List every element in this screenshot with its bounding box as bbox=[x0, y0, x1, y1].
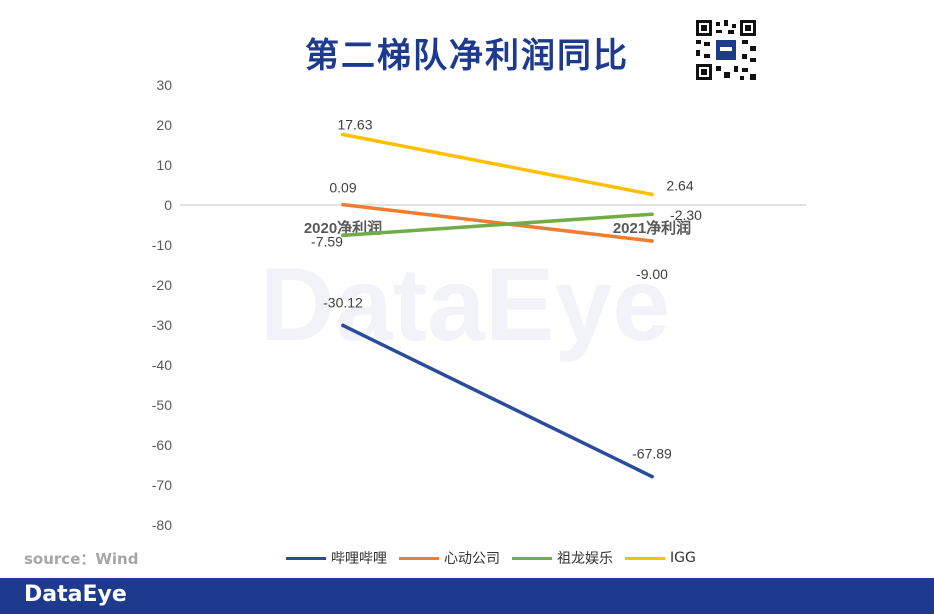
legend-label: IGG bbox=[670, 550, 696, 566]
y-tick-label: 30 bbox=[156, 77, 172, 93]
data-label: 17.63 bbox=[337, 116, 372, 132]
y-tick-label: -50 bbox=[152, 397, 172, 413]
x-category-label: 2021净利润 bbox=[613, 219, 691, 237]
y-tick-label: -20 bbox=[152, 277, 172, 293]
data-point bbox=[650, 239, 654, 243]
y-tick-label: 0 bbox=[164, 197, 172, 213]
data-point bbox=[650, 474, 654, 479]
legend-label: 哔哩哔哩 bbox=[331, 551, 387, 567]
legend-label: 祖龙娱乐 bbox=[557, 551, 613, 567]
data-label: 0.09 bbox=[329, 180, 356, 196]
data-label: -67.89 bbox=[632, 446, 672, 462]
data-point bbox=[341, 233, 345, 238]
data-point bbox=[341, 202, 345, 207]
data-point bbox=[650, 212, 654, 216]
legend-label: 心动公司 bbox=[444, 551, 500, 567]
data-point bbox=[650, 192, 654, 197]
qr-code-icon bbox=[694, 18, 758, 82]
data-label: -2.30 bbox=[670, 207, 702, 223]
legend: 哔哩哔哩 心动公司 祖龙娱乐 IGG bbox=[286, 548, 708, 568]
chart-title: 第二梯队净利润同比 bbox=[305, 36, 629, 76]
watermark-text: DataEye bbox=[260, 247, 670, 363]
data-label: -9.00 bbox=[636, 266, 668, 282]
series-line-4 bbox=[341, 132, 654, 197]
legend-swatch bbox=[512, 556, 552, 560]
footer-logo: DataEye bbox=[24, 582, 127, 607]
legend-item: 哔哩哔哩 bbox=[286, 548, 387, 568]
y-tick-label: -60 bbox=[152, 437, 172, 453]
y-tick-label: -10 bbox=[152, 237, 172, 253]
y-tick-label: 10 bbox=[156, 157, 172, 173]
data-label: -30.12 bbox=[323, 294, 363, 310]
series-line-3 bbox=[341, 212, 654, 238]
legend-swatch bbox=[286, 556, 326, 560]
y-tick-label: -80 bbox=[152, 517, 172, 533]
data-label: 2.64 bbox=[666, 177, 693, 193]
legend-swatch bbox=[399, 556, 439, 560]
data-point bbox=[341, 132, 345, 137]
legend-item: 心动公司 bbox=[399, 548, 500, 568]
legend-item: IGG bbox=[625, 550, 696, 566]
legend-swatch bbox=[625, 556, 665, 560]
data-point bbox=[341, 323, 345, 328]
y-tick-label: 20 bbox=[156, 117, 172, 133]
y-tick-label: -40 bbox=[152, 357, 172, 373]
series-line-1 bbox=[341, 323, 654, 479]
y-tick-label: -70 bbox=[152, 477, 172, 493]
source-note: source：Wind bbox=[24, 550, 139, 568]
data-label: -7.59 bbox=[311, 233, 343, 249]
legend-item: 祖龙娱乐 bbox=[512, 548, 613, 568]
series-line-2 bbox=[341, 202, 654, 243]
y-tick-label: -30 bbox=[152, 317, 172, 333]
footer-bar: DataEye bbox=[0, 578, 934, 614]
